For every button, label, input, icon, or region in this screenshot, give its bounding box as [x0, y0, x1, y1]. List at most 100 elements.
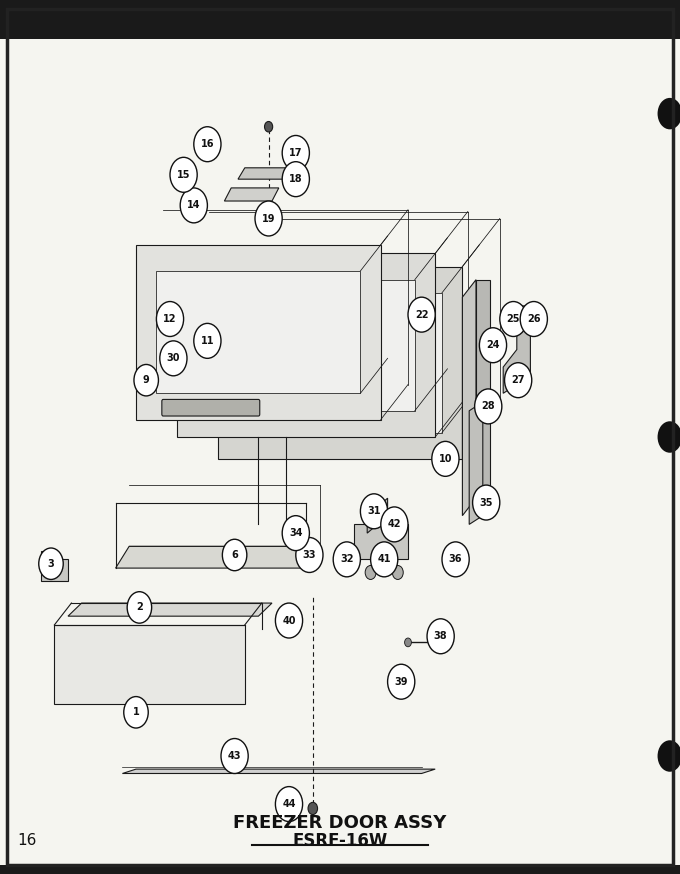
- Circle shape: [255, 201, 282, 236]
- Circle shape: [282, 516, 309, 551]
- Circle shape: [275, 787, 303, 822]
- Circle shape: [371, 542, 398, 577]
- Text: 16: 16: [18, 833, 37, 849]
- Text: 36: 36: [449, 554, 462, 565]
- Text: 1: 1: [133, 707, 139, 718]
- Circle shape: [39, 548, 63, 579]
- Polygon shape: [218, 267, 462, 459]
- Text: 42: 42: [388, 519, 401, 530]
- Circle shape: [160, 341, 187, 376]
- Circle shape: [134, 364, 158, 396]
- Circle shape: [360, 494, 388, 529]
- Circle shape: [520, 302, 547, 336]
- Polygon shape: [156, 271, 360, 393]
- Polygon shape: [238, 293, 442, 433]
- Polygon shape: [122, 769, 435, 773]
- Polygon shape: [367, 498, 388, 533]
- Polygon shape: [238, 168, 292, 179]
- Polygon shape: [354, 524, 408, 559]
- Text: 31: 31: [367, 506, 381, 517]
- Polygon shape: [68, 603, 272, 616]
- Circle shape: [392, 565, 403, 579]
- Text: 19: 19: [262, 213, 275, 224]
- Circle shape: [432, 441, 459, 476]
- Text: FREEZER DOOR ASSY: FREEZER DOOR ASSY: [233, 815, 447, 832]
- Polygon shape: [136, 245, 381, 420]
- Text: 14: 14: [187, 200, 201, 211]
- Circle shape: [127, 592, 152, 623]
- Text: 43: 43: [228, 751, 241, 761]
- Text: 11: 11: [201, 336, 214, 346]
- Circle shape: [408, 297, 435, 332]
- Text: 3: 3: [48, 558, 54, 569]
- Text: 41: 41: [377, 554, 391, 565]
- Text: 44: 44: [282, 799, 296, 809]
- Circle shape: [365, 565, 376, 579]
- Circle shape: [427, 619, 454, 654]
- Circle shape: [124, 697, 148, 728]
- Text: 6: 6: [231, 550, 238, 560]
- Circle shape: [296, 538, 323, 572]
- Polygon shape: [177, 253, 435, 437]
- Circle shape: [156, 302, 184, 336]
- Text: 27: 27: [511, 375, 525, 385]
- Circle shape: [282, 135, 309, 170]
- Circle shape: [308, 802, 318, 815]
- Circle shape: [442, 542, 469, 577]
- Text: 26: 26: [527, 314, 541, 324]
- Bar: [0, 865, 680, 874]
- Polygon shape: [116, 546, 320, 568]
- Text: 12: 12: [163, 314, 177, 324]
- Text: 22: 22: [415, 309, 428, 320]
- Text: 38: 38: [434, 631, 447, 642]
- Text: 35: 35: [479, 497, 493, 508]
- Text: 9: 9: [143, 375, 150, 385]
- Circle shape: [221, 739, 248, 773]
- Polygon shape: [54, 625, 245, 704]
- Text: 40: 40: [282, 615, 296, 626]
- Text: 33: 33: [303, 550, 316, 560]
- Circle shape: [170, 157, 197, 192]
- Circle shape: [222, 539, 247, 571]
- Polygon shape: [224, 188, 279, 201]
- Text: 24: 24: [486, 340, 500, 350]
- Text: 17: 17: [289, 148, 303, 158]
- Circle shape: [381, 507, 408, 542]
- Circle shape: [275, 603, 303, 638]
- Circle shape: [388, 664, 415, 699]
- Circle shape: [194, 127, 221, 162]
- Text: 10: 10: [439, 454, 452, 464]
- Circle shape: [658, 98, 680, 129]
- Circle shape: [405, 638, 411, 647]
- Text: ESRF-16W: ESRF-16W: [292, 832, 388, 850]
- Circle shape: [194, 323, 221, 358]
- Circle shape: [473, 485, 500, 520]
- Polygon shape: [503, 306, 530, 393]
- Text: 16: 16: [201, 139, 214, 149]
- Circle shape: [505, 363, 532, 398]
- Text: 28: 28: [481, 401, 495, 412]
- Circle shape: [282, 162, 309, 197]
- Polygon shape: [197, 280, 415, 411]
- Circle shape: [658, 421, 680, 453]
- FancyBboxPatch shape: [162, 399, 260, 416]
- Text: 18: 18: [289, 174, 303, 184]
- Polygon shape: [476, 280, 490, 498]
- Polygon shape: [462, 280, 476, 516]
- Text: 30: 30: [167, 353, 180, 364]
- Text: 34: 34: [289, 528, 303, 538]
- Text: 39: 39: [394, 676, 408, 687]
- Circle shape: [479, 328, 507, 363]
- Circle shape: [180, 188, 207, 223]
- Circle shape: [500, 302, 527, 336]
- Text: 2: 2: [136, 602, 143, 613]
- Polygon shape: [41, 551, 68, 581]
- Text: 32: 32: [340, 554, 354, 565]
- Circle shape: [658, 740, 680, 772]
- Polygon shape: [469, 402, 483, 524]
- Circle shape: [475, 389, 502, 424]
- Circle shape: [333, 542, 360, 577]
- Text: 25: 25: [507, 314, 520, 324]
- Text: 15: 15: [177, 170, 190, 180]
- Bar: [0, 0, 680, 39]
